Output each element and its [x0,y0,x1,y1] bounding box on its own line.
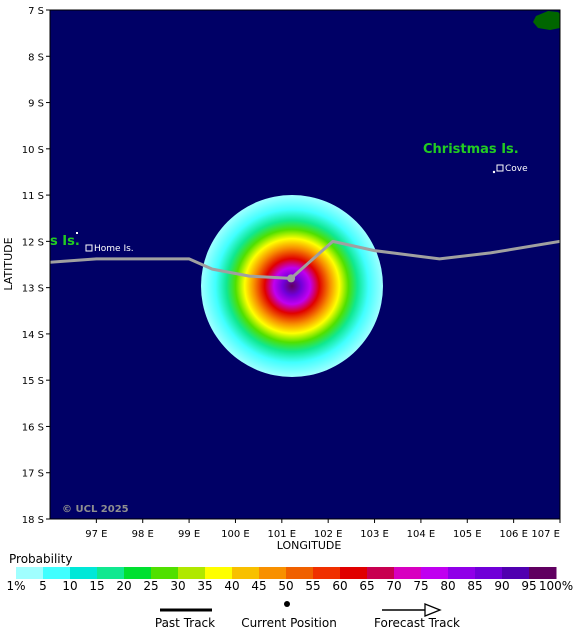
legend-swatch [178,567,206,579]
legend-swatch [502,567,530,579]
cocos-island-label: s Is. [50,234,80,249]
plot-frame [49,9,561,520]
legend-swatch [367,567,395,579]
lon-tick-label: 106 E [499,529,528,540]
map: 97 E 98 E 99 E 100 E 101 E 102 E 103 E 104 E 105… [2,6,561,550]
lat-tick-label: 10 S [22,145,44,156]
current-position-label: Current Position [241,616,337,630]
christmas-island-label: Christmas Is. [423,142,519,157]
forecast-arrow-icon [424,603,442,617]
legend-swatch [232,567,260,579]
legend-label: 30 [170,579,186,593]
current-position-marker [287,274,296,283]
legend-swatch [43,567,71,579]
home-island-label: Home Is. [94,244,134,254]
legend-swatch [70,567,98,579]
legend-label: 10 [62,579,78,593]
christmas-island-dot [492,170,496,174]
lat-tick-label: 13 S [22,284,44,295]
legend-swatch [421,567,449,579]
lat-tick-label: 15 S [22,376,44,387]
lon-tick-label: 104 E [407,529,436,540]
legend-label: 60 [332,579,348,593]
cove-marker [496,164,504,172]
legend-swatch [529,567,557,579]
legend-label: 100% [538,579,574,593]
lon-tick-label: 103 E [360,529,389,540]
legend-swatch [205,567,233,579]
legend-swatch [151,567,179,579]
legend-label: 50 [278,579,294,593]
legend-label: 95 [521,579,537,593]
lat-tick-label: 7 S [28,6,44,17]
legend-label: 70 [386,579,402,593]
lat-tick-label: 14 S [22,330,44,341]
lat-tick-label: 9 S [28,99,44,110]
lat-tick-label: 17 S [22,469,44,480]
lon-tick-label: 102 E [314,529,343,540]
lon-tick-label: 101 E [268,529,297,540]
x-axis-label: LONGITUDE [277,539,342,550]
legend-label: 5 [39,579,47,593]
legend-label: 15 [89,579,105,593]
legend-swatch [16,567,44,579]
legend-label: 20 [116,579,132,593]
current-position-symbol [284,601,290,607]
legend-swatch [340,567,368,579]
legend-swatch [286,567,314,579]
legend-label: 85 [467,579,483,593]
lon-tick-label: 97 E [85,529,107,540]
lat-tick-label: 8 S [28,52,44,63]
legend-title: Probability [9,552,73,566]
legend-labels: 1% 5 10 15 20 25 30 35 40 45 50 55 60 65 70 75 80 85 90 95 1… [0,579,580,593]
legend-label: 25 [143,579,159,593]
legend-label: 35 [197,579,213,593]
lon-tick-label: 105 E [453,529,482,540]
forecast-track-label: Forecast Track [374,616,460,630]
legend-swatch [394,567,422,579]
lat-tick-label: 16 S [22,422,44,433]
cocos-island-dot [76,232,78,234]
cove-label: Cove [505,164,528,174]
lon-tick-label: 99 E [178,529,200,540]
lat-tick-label: 12 S [22,237,44,248]
legend-label: 40 [224,579,240,593]
land-patch [533,11,560,30]
copyright: © UCL 2025 [62,504,129,515]
legend-swatch [259,567,287,579]
lat-tick-label: 11 S [22,191,44,202]
lon-tick-label: 98 E [132,529,154,540]
legend-swatch [475,567,503,579]
longitude-axis: 97 E 98 E 99 E 100 E 101 E 102 E 103 E 104 E 105… [85,519,561,540]
legend-label: 80 [440,579,456,593]
lat-tick-label: 18 S [22,515,44,526]
legend-color-bar [16,567,557,579]
home-island-marker [85,244,93,252]
legend-label: 1% [6,579,26,593]
legend-swatch [124,567,152,579]
y-axis-label: LATITUDE [2,237,15,290]
lon-tick-label: 100 E [221,529,250,540]
legend-swatch [97,567,125,579]
legend-label: 90 [494,579,510,593]
latitude-axis: 7 S 8 S 9 S 10 S 11 S 12 S 13 S 14 S 15 S 16 S 17 … [22,6,50,526]
track-legend: Past Track Current Position Forecast Tra… [0,598,580,638]
probability-field [201,195,383,377]
lon-tick-label: 107 E [531,529,560,540]
legend-label: 65 [359,579,375,593]
legend-label: 45 [251,579,267,593]
legend-swatch [448,567,476,579]
legend-label: 75 [413,579,429,593]
past-track-label: Past Track [154,616,216,630]
legend-label: 55 [305,579,321,593]
track-legend-symbols [160,601,442,617]
legend-swatch [313,567,341,579]
